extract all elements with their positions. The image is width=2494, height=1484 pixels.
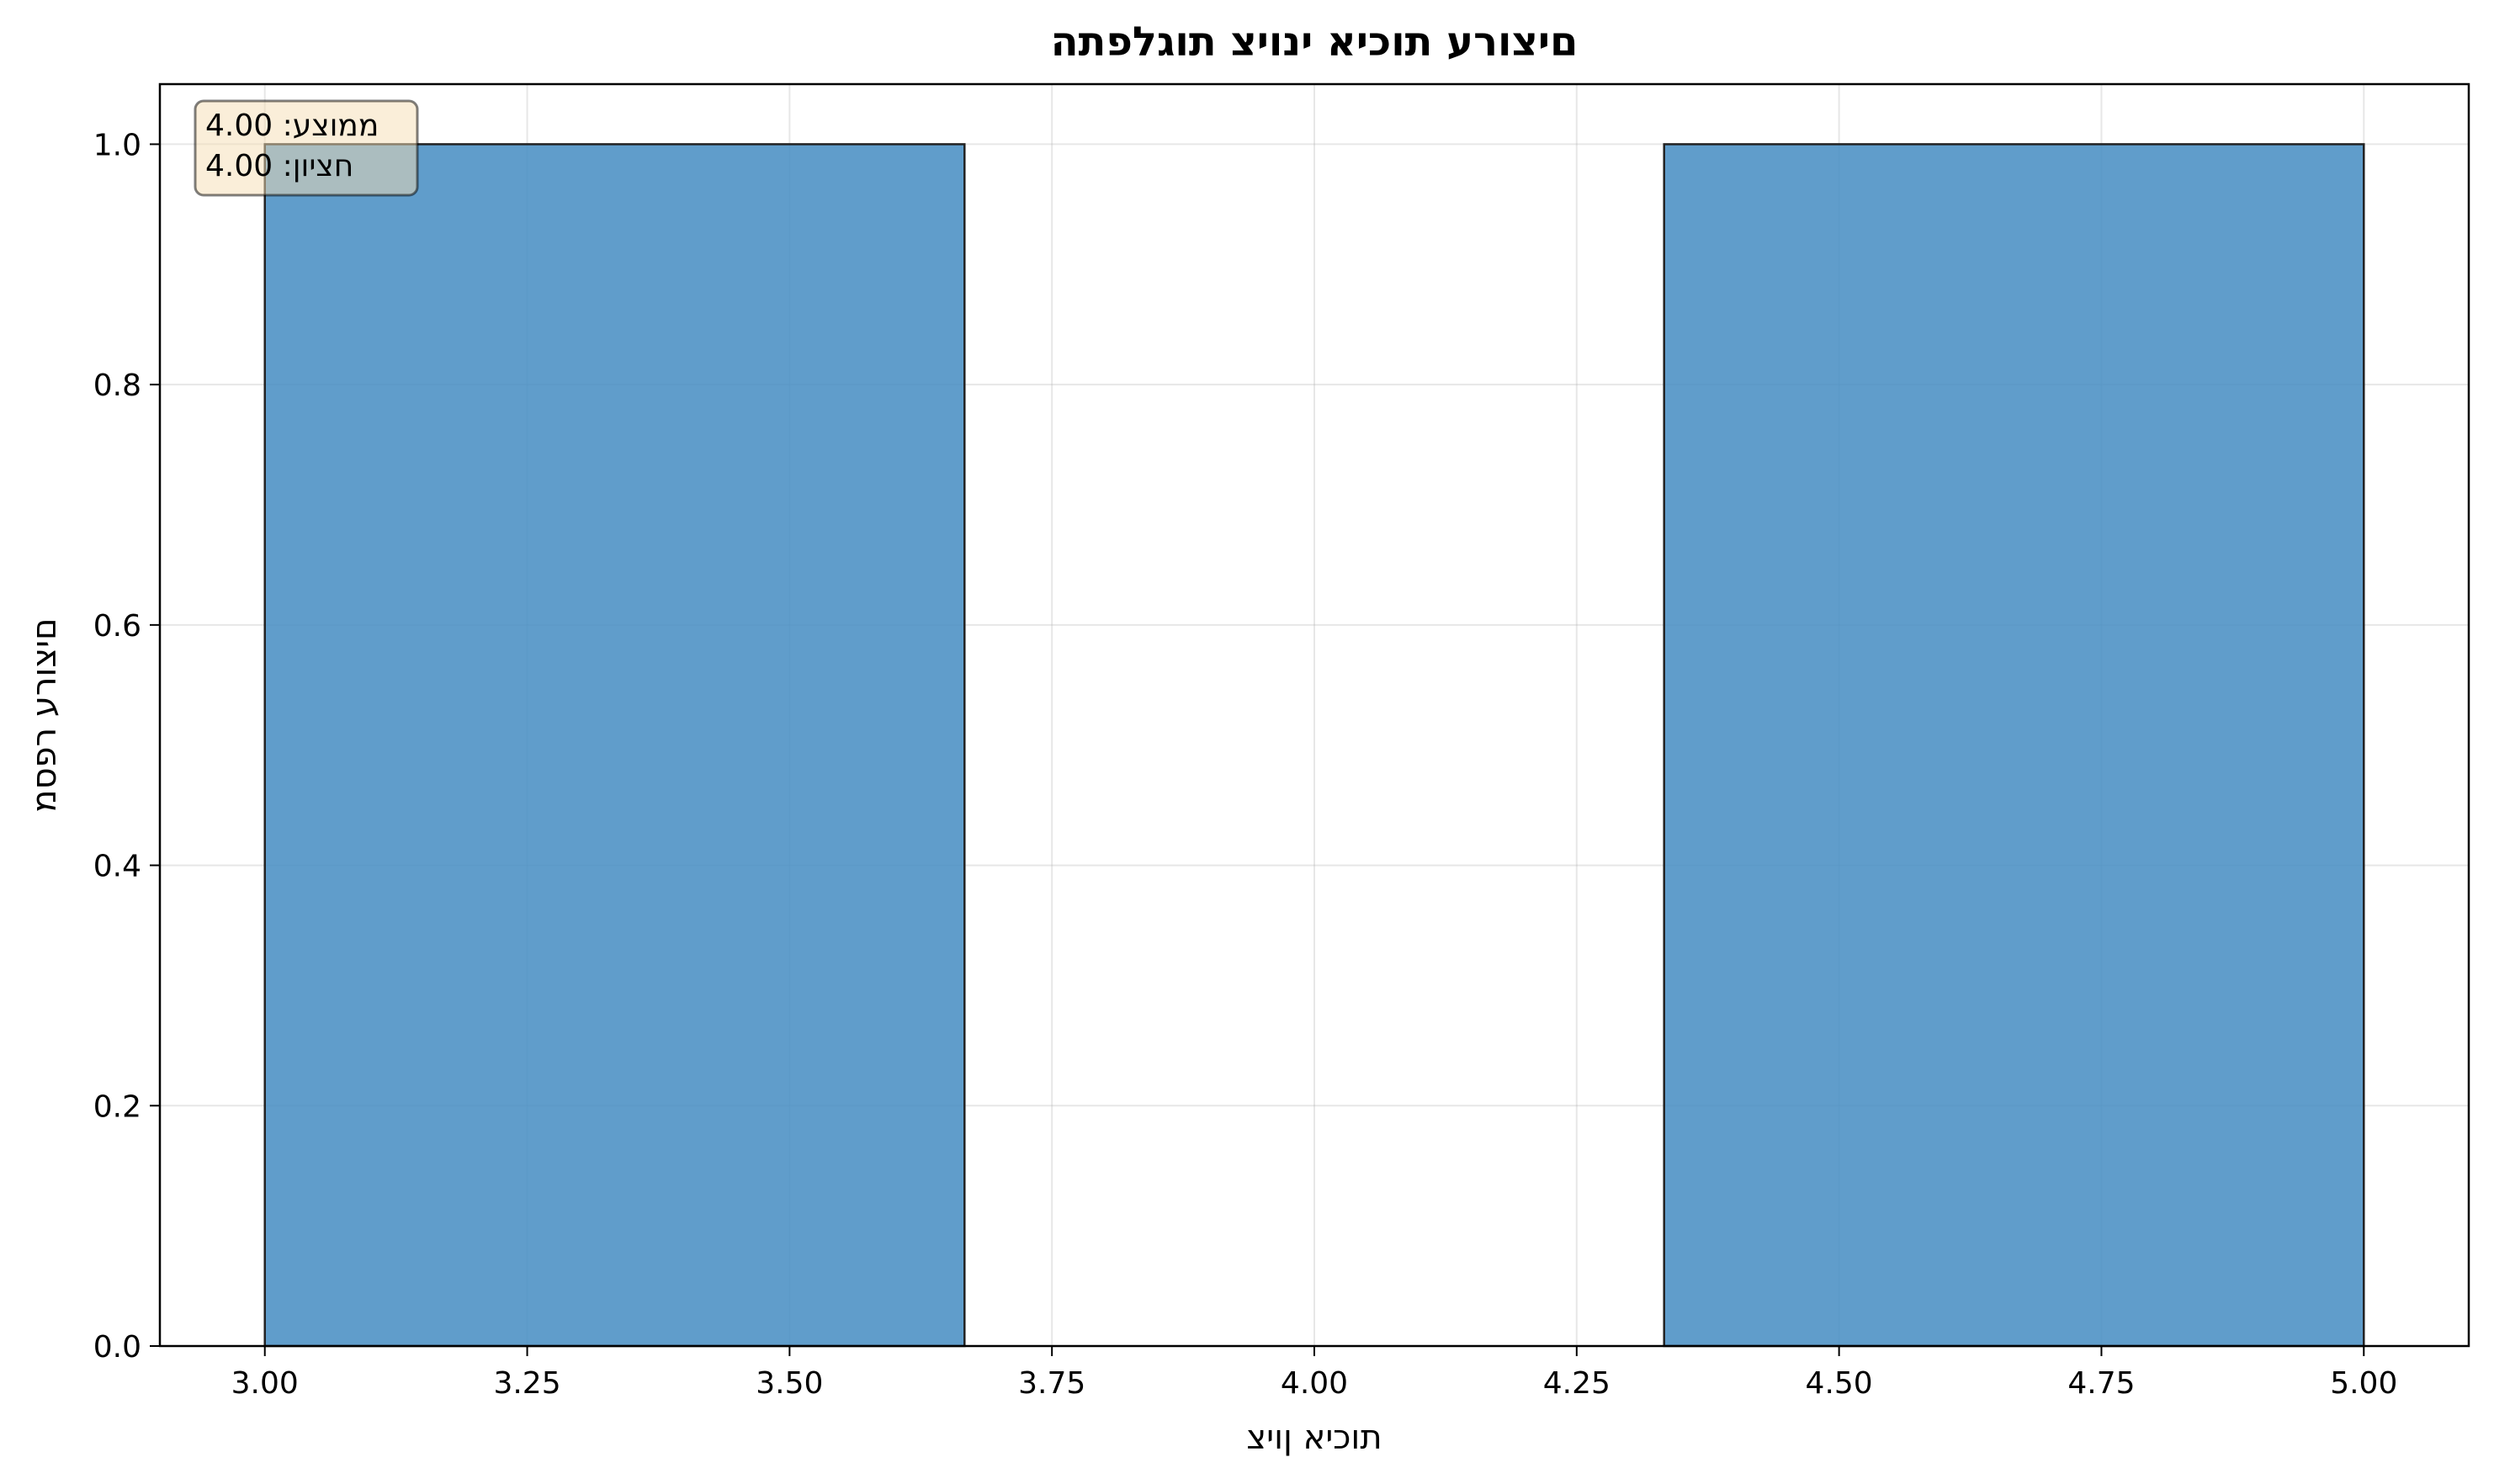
stats-annotation-box (194, 99, 419, 197)
x-tick-label: 3.50 (756, 1366, 823, 1401)
y-tick-label: 1.0 (93, 128, 141, 162)
y-tick-label: 0.8 (93, 368, 141, 403)
x-tick-label: 4.00 (1281, 1366, 1348, 1401)
histogram-bar (1663, 143, 2365, 1348)
x-tick-label: 3.25 (493, 1366, 560, 1401)
y-axis-ticks: 0.0 0.2 0.4 0.6 0.8 1.0 (93, 128, 160, 1365)
x-tick-label: 3.75 (1018, 1366, 1085, 1401)
y-tick-label: 0.4 (93, 850, 141, 884)
x-tick-label: 4.25 (1543, 1366, 1610, 1401)
chart-title: םיצורע תוכיא ינויצ תוגלפתה (1051, 19, 1579, 66)
y-tick-label: 0.2 (93, 1089, 141, 1124)
x-tick-label: 5.00 (2330, 1366, 2397, 1401)
x-tick-label: 4.50 (1806, 1366, 1873, 1401)
y-tick-label: 0.6 (93, 609, 141, 644)
x-axis-label: תוכיא ןויצ (1246, 1418, 1382, 1457)
annotation-median: חציון: 4.00 (205, 149, 353, 183)
x-axis-ticks: 3.00 3.25 3.50 3.75 4.00 4.25 4.50 4.75 5.00 (231, 1346, 2397, 1401)
y-axis-label: םיצורע רפסמ (25, 617, 64, 812)
y-tick-label: 0.0 (93, 1330, 141, 1365)
x-tick-label: 4.75 (2067, 1366, 2135, 1401)
histogram-bar (263, 143, 966, 1348)
x-tick-label: 3.00 (231, 1366, 299, 1401)
annotation-mean: ממוצע: 4.00 (205, 109, 379, 143)
histogram-bars (263, 143, 2365, 1348)
stats-annotation: ממוצע: 4.00 חציון: 4.00 (194, 99, 419, 197)
